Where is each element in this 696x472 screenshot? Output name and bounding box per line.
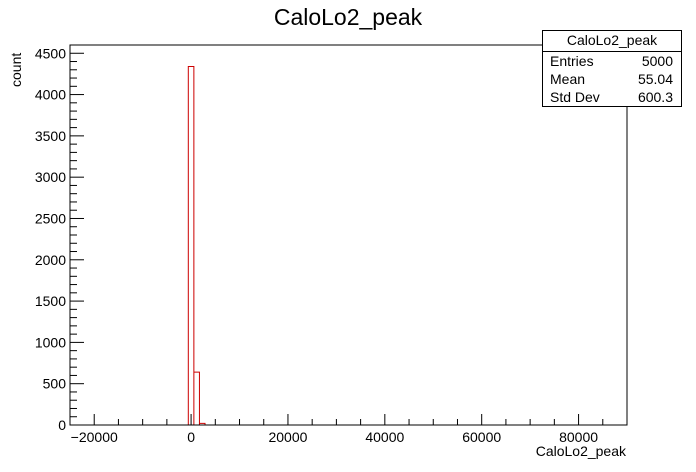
y-tick-label: 4500 <box>35 45 66 61</box>
y-tick-label: 2500 <box>35 210 66 226</box>
axis-tick-labels: 0 500 1000 1500 2000 2500 3000 3500 4000 4500 −200… <box>35 45 598 445</box>
x-tick-label: 40000 <box>365 429 404 445</box>
stats-stddev-value: 600.3 <box>637 89 673 105</box>
y-axis-label: count <box>8 53 24 87</box>
y-tick-label: 1000 <box>35 334 66 350</box>
y-tick-label: 0 <box>58 417 66 433</box>
x-tick-label: −20000 <box>71 429 118 445</box>
stats-row-entries: Entries 5000 <box>543 52 681 70</box>
x-tick-label: 20000 <box>268 429 307 445</box>
y-axis-label-text: count <box>8 52 24 87</box>
plot-frame <box>69 44 628 426</box>
stats-mean-value: 55.04 <box>637 71 673 87</box>
stats-title: CaloLo2_peak <box>543 31 681 52</box>
axis-ticks <box>69 44 628 426</box>
y-tick-label: 500 <box>43 376 67 392</box>
y-tick-label: 3500 <box>35 128 66 144</box>
x-tick-label: 0 <box>187 429 195 445</box>
x-tick-label: 80000 <box>559 429 598 445</box>
y-tick-label: 4000 <box>35 87 66 103</box>
y-tick-label: 2000 <box>35 252 66 268</box>
chart-title: CaloLo2_peak <box>273 4 423 30</box>
histogram-series-line <box>70 65 627 426</box>
stats-box: CaloLo2_peak Entries 5000 Mean 55.04 Std… <box>542 30 682 107</box>
y-tick-label: 1500 <box>35 293 66 309</box>
stats-stddev-label: Std Dev <box>550 89 600 105</box>
stats-entries-value: 5000 <box>641 53 673 69</box>
stats-entries-label: Entries <box>550 53 594 69</box>
y-tick-label: 3000 <box>35 169 66 185</box>
stats-row-mean: Mean 55.04 <box>543 70 681 88</box>
x-axis-label: CaloLo2_peak <box>535 443 626 459</box>
stats-mean-label: Mean <box>550 71 586 87</box>
stats-row-stddev: Std Dev 600.3 <box>543 88 681 106</box>
x-tick-label: 60000 <box>462 429 501 445</box>
